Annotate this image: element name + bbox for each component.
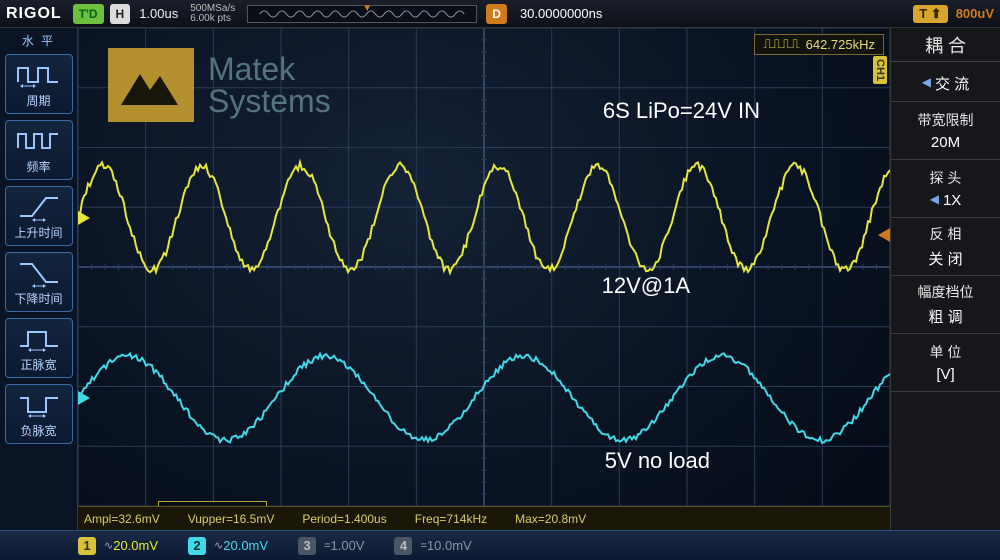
waveform-display[interactable]: Matek Systems ⎍⎍⎍⎍ 642.725kHz 6S LiPo=24…	[78, 28, 890, 560]
meas-freq: Freq=714kHz	[415, 512, 487, 526]
d-prefix-pill: D	[486, 4, 507, 24]
menu-bandwidth[interactable]: 带宽限制 20M	[891, 102, 1000, 160]
annotation-5v: 5V no load	[605, 448, 710, 474]
trigger-level-marker[interactable]	[878, 228, 890, 242]
meas-ampl: Ampl=32.6mV	[84, 512, 160, 526]
channel-tag: CH1	[873, 56, 887, 84]
tool-fall-time[interactable]: 下降时间	[5, 252, 73, 312]
mountain-icon	[108, 48, 194, 122]
ch1-ground-marker[interactable]	[78, 211, 92, 225]
sidebar-header: 水 平	[22, 32, 55, 49]
watermark-logo: Matek Systems	[108, 48, 331, 122]
measurement-sidebar: 水 平 周期 频率 上升时间 下降时间 正脉宽 负脉宽	[0, 28, 78, 560]
trig-edge-indicator: T ⬆	[913, 5, 947, 23]
tool-frequency[interactable]: 频率	[5, 120, 73, 180]
delay-value: 30.0000000ns	[520, 6, 602, 21]
tool-rise-time[interactable]: 上升时间	[5, 186, 73, 246]
memory-map-thumbnail[interactable]: ▼	[247, 5, 477, 23]
meas-max: Max=20.8mV	[515, 512, 586, 526]
menu-volts-div[interactable]: 幅度档位 粗 调	[891, 276, 1000, 334]
tool-period[interactable]: 周期	[5, 54, 73, 114]
ch4-status[interactable]: 4 = 10.0mV	[394, 537, 471, 555]
measurement-readout-bar: Ampl=32.6mV Vupper=16.5mV Period=1.400us…	[78, 506, 890, 530]
ch1-status[interactable]: 1 ∿ 20.0mV	[78, 537, 158, 555]
ch2-ground-marker[interactable]	[78, 391, 92, 405]
ch3-status[interactable]: 3 = 1.00V	[298, 537, 364, 555]
channel-menu: 耦 合 CH1 ◀ 交 流 带宽限制 20M 探 头 ◀1X 反 相 关 闭 幅…	[890, 28, 1000, 560]
menu-probe[interactable]: 探 头 ◀1X	[891, 160, 1000, 218]
sample-rate: 500MSa/s 6.00k pts	[190, 4, 235, 24]
top-status-bar: RIGOL T'D H 1.00us 500MSa/s 6.00k pts ▼ …	[0, 0, 1000, 28]
h-prefix-pill: H	[110, 4, 131, 24]
ch2-status[interactable]: 2 ∿ 20.0mV	[188, 537, 268, 555]
tool-neg-width[interactable]: 负脉宽	[5, 384, 73, 444]
annotation-12v: 12V@1A	[602, 273, 690, 299]
left-arrow-icon: ◀	[922, 75, 931, 89]
menu-title: 耦 合 CH1	[891, 28, 1000, 62]
meas-period: Period=1.400us	[302, 512, 386, 526]
menu-invert[interactable]: 反 相 关 闭	[891, 218, 1000, 276]
freq-counter: ⎍⎍⎍⎍ 642.725kHz	[754, 34, 884, 55]
annotation-input: 6S LiPo=24V IN	[603, 98, 760, 124]
trig-level-value: 800uV	[956, 6, 994, 21]
brand-logo: RIGOL	[6, 5, 62, 23]
menu-unit[interactable]: 单 位 [V]	[891, 334, 1000, 392]
channel-status-bar: 1 ∿ 20.0mV 2 ∿ 20.0mV 3 = 1.00V 4 = 10.0…	[0, 530, 1000, 560]
tool-pos-width[interactable]: 正脉宽	[5, 318, 73, 378]
meas-vupper: Vupper=16.5mV	[188, 512, 275, 526]
square-wave-icon: ⎍⎍⎍⎍	[763, 37, 799, 52]
trig-state-pill: T'D	[73, 4, 104, 24]
left-arrow-icon: ◀	[930, 192, 939, 206]
menu-coupling[interactable]: ◀ 交 流	[891, 62, 1000, 102]
timebase-value: 1.00us	[139, 6, 178, 21]
